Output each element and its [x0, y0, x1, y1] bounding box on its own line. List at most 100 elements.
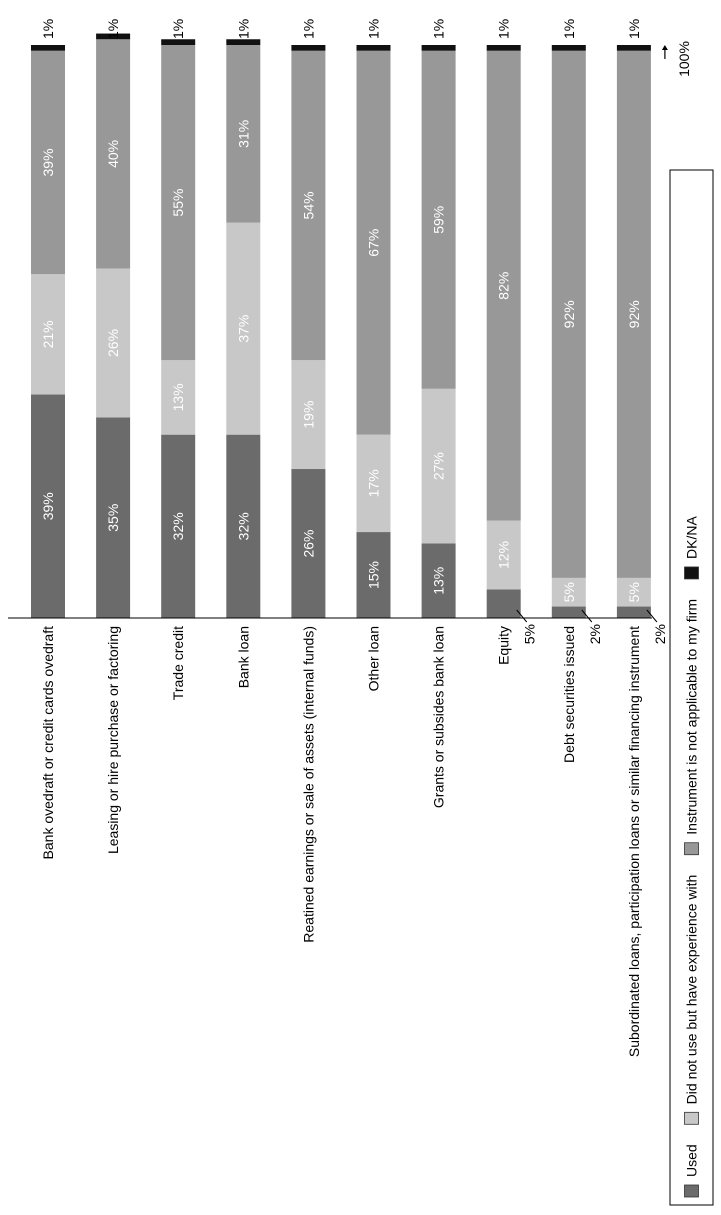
bar-segment-2-6 [356, 434, 391, 533]
legend-frame [669, 169, 714, 1206]
bar-label-1-10: 2% [652, 624, 668, 644]
bar-label-4-9: 1% [561, 19, 577, 39]
bar-segment-2-2 [96, 268, 131, 418]
bar-label-leader-10 [646, 609, 658, 623]
bar-label-4-5: 1% [300, 19, 316, 39]
bar-label-4-7: 1% [431, 19, 447, 39]
category-label-9: Debt securities issued [561, 626, 577, 763]
category-label-7: Grants or subsides bank loan [431, 626, 447, 808]
legend-swatch-3 [684, 842, 699, 856]
bar-segment-3-4 [226, 45, 261, 223]
bar-segment-1-5 [291, 469, 326, 618]
bar-segment-4-3 [161, 39, 196, 45]
bar-label-3-10: 92% [626, 300, 642, 328]
bar-label-3-6: 67% [366, 229, 382, 257]
bar-label-3-7: 59% [431, 206, 447, 234]
legend-label-2: Did not use but have experience with [684, 875, 700, 1105]
category-label-5: Reatined earnings or sale of assets (int… [300, 626, 316, 943]
bar-segment-3-7 [421, 50, 456, 389]
bar-segment-3-8 [486, 50, 521, 521]
bar-segment-1-9 [551, 606, 586, 618]
bar-segment-2-9 [551, 577, 586, 607]
bar-label-4-10: 1% [626, 19, 642, 39]
category-label-3: Trade credit [170, 626, 186, 700]
bar-label-4-2: 1% [105, 19, 121, 39]
bar-label-2-10: 5% [626, 582, 642, 602]
legend-label-4: DK/NA [684, 516, 700, 559]
bar-segment-4-8 [486, 44, 521, 51]
bar-segment-4-10 [616, 44, 651, 51]
bar-segment-2-3 [161, 360, 196, 435]
bar-label-1-2: 35% [105, 504, 121, 532]
bar-label-2-9: 5% [561, 582, 577, 602]
category-label-2: Leasing or hire purchase or factoring [105, 626, 121, 854]
bar-label-2-2: 26% [105, 329, 121, 357]
bar-label-1-8: 5% [522, 624, 538, 644]
bar-label-leader-9 [581, 609, 593, 623]
bar-segment-4-4 [226, 39, 261, 45]
legend-swatch-1 [684, 1184, 699, 1198]
bar-segment-2-10 [616, 577, 651, 607]
axis-layer: 100% [8, 41, 692, 619]
bar-segment-2-5 [291, 360, 326, 470]
bar-segment-4-1 [31, 44, 65, 51]
bar-label-4-1: 1% [40, 19, 56, 39]
bar-segment-3-9 [551, 50, 586, 578]
bar-label-3-9: 92% [561, 300, 577, 328]
bar-segment-1-6 [356, 532, 391, 618]
bars-layer: 39% 21% 39% 1% 35% 26% 40% 1% 32% 13% 55% 1% 32% 37% 3… [31, 19, 668, 644]
bar-segment-1-1 [31, 394, 65, 618]
bar-label-2-6: 17% [366, 469, 382, 497]
category-label-8: Equity [496, 626, 512, 665]
bar-label-3-5: 54% [300, 191, 316, 219]
bar-segment-1-2 [96, 417, 131, 618]
bar-label-3-1: 39% [40, 148, 56, 176]
category-label-4: Bank loan [235, 626, 251, 688]
bar-segment-4-2 [96, 33, 131, 40]
bar-segment-2-8 [486, 520, 521, 590]
bar-label-4-8: 1% [496, 19, 512, 39]
legend-label-3: Instrument is not applicable to my firm [684, 599, 700, 835]
bar-label-4-3: 1% [170, 19, 186, 39]
bar-label-1-1: 39% [40, 492, 56, 520]
bar-label-4-4: 1% [235, 19, 251, 39]
bar-label-2-5: 19% [300, 401, 316, 429]
category-labels: Bank ovedraft or credit cards ovedraft Le… [40, 626, 642, 1057]
category-label-10: Subordinated loans, participation loans … [626, 626, 642, 1057]
category-label-6: Other loan [366, 626, 382, 691]
bar-label-2-3: 13% [170, 383, 186, 411]
category-label-1: Bank ovedraft or credit cards ovedraft [40, 626, 56, 860]
legend-label-1: Used [684, 1144, 700, 1177]
bar-label-4-6: 1% [366, 19, 382, 39]
legend: Used Did not use but have experience with… [669, 169, 714, 1206]
bar-segment-1-7 [421, 543, 456, 618]
bar-segment-3-1 [31, 50, 65, 275]
bar-label-2-7: 27% [431, 452, 447, 480]
end-marker-label: 100% [676, 41, 692, 77]
bar-segment-4-7 [421, 44, 456, 51]
bar-segment-3-2 [96, 39, 131, 269]
bar-label-leader-8 [516, 609, 528, 623]
bar-segment-1-3 [161, 434, 196, 618]
bar-label-1-3: 32% [170, 512, 186, 540]
bar-label-3-3: 55% [170, 189, 186, 217]
bar-segment-4-5 [291, 44, 326, 51]
bar-segment-1-10 [616, 606, 651, 618]
bar-segment-2-1 [31, 274, 65, 395]
bar-label-3-8: 82% [496, 272, 512, 300]
bar-segment-4-9 [551, 44, 586, 51]
bar-segment-3-3 [161, 45, 196, 361]
bar-segment-2-7 [421, 388, 456, 544]
bar-segment-3-5 [291, 50, 326, 361]
end-marker-arrowhead [661, 45, 668, 50]
bar-segment-3-10 [616, 50, 651, 578]
bar-label-3-2: 40% [105, 140, 121, 168]
bar-label-2-1: 21% [40, 320, 56, 348]
bar-segment-1-8 [486, 589, 521, 618]
bar-label-1-4: 32% [235, 512, 251, 540]
bar-label-2-4: 37% [235, 315, 251, 343]
bar-label-1-9: 2% [587, 624, 603, 644]
bar-label-1-7: 13% [431, 567, 447, 595]
bar-label-2-8: 12% [496, 541, 512, 569]
